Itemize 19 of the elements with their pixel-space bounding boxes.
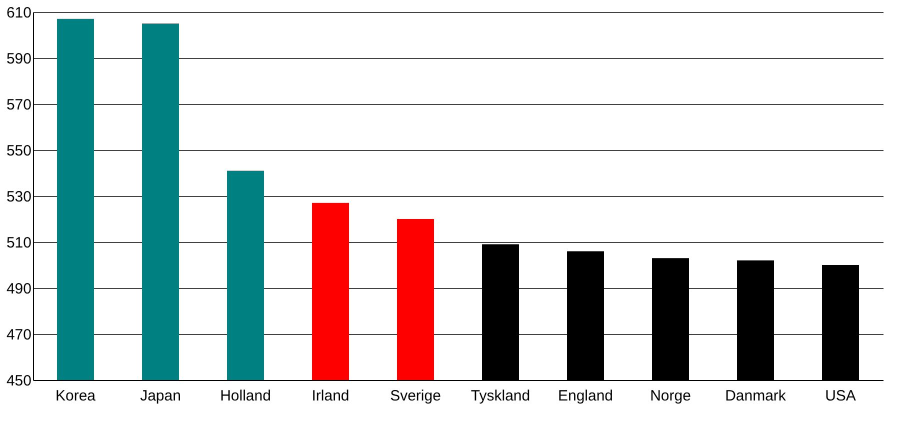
x-tick-label: Tyskland xyxy=(470,388,530,404)
x-tick-label: Irland xyxy=(312,388,350,404)
y-tick-label: 490 xyxy=(6,280,32,298)
y-tick-label: 550 xyxy=(6,142,32,160)
x-tick-label: Japan xyxy=(140,388,181,404)
x-tick-label: Sverige xyxy=(390,388,441,404)
x-tick-label: England xyxy=(558,388,614,404)
y-tick-label: 510 xyxy=(6,234,32,252)
y-tick-label: 450 xyxy=(6,372,32,390)
x-tick-label: Korea xyxy=(55,388,96,404)
y-tick-label: 570 xyxy=(6,96,32,114)
x-tick-label: Holland xyxy=(220,388,271,404)
x-tick-label: Norge xyxy=(650,388,691,404)
y-tick-label: 530 xyxy=(6,188,32,206)
x-tick-label: USA xyxy=(825,388,856,404)
x-tick-label: Danmark xyxy=(725,388,786,404)
y-tick-label: 470 xyxy=(6,326,32,344)
y-tick-label: 590 xyxy=(6,50,32,68)
y-tick-label: 610 xyxy=(6,4,32,22)
